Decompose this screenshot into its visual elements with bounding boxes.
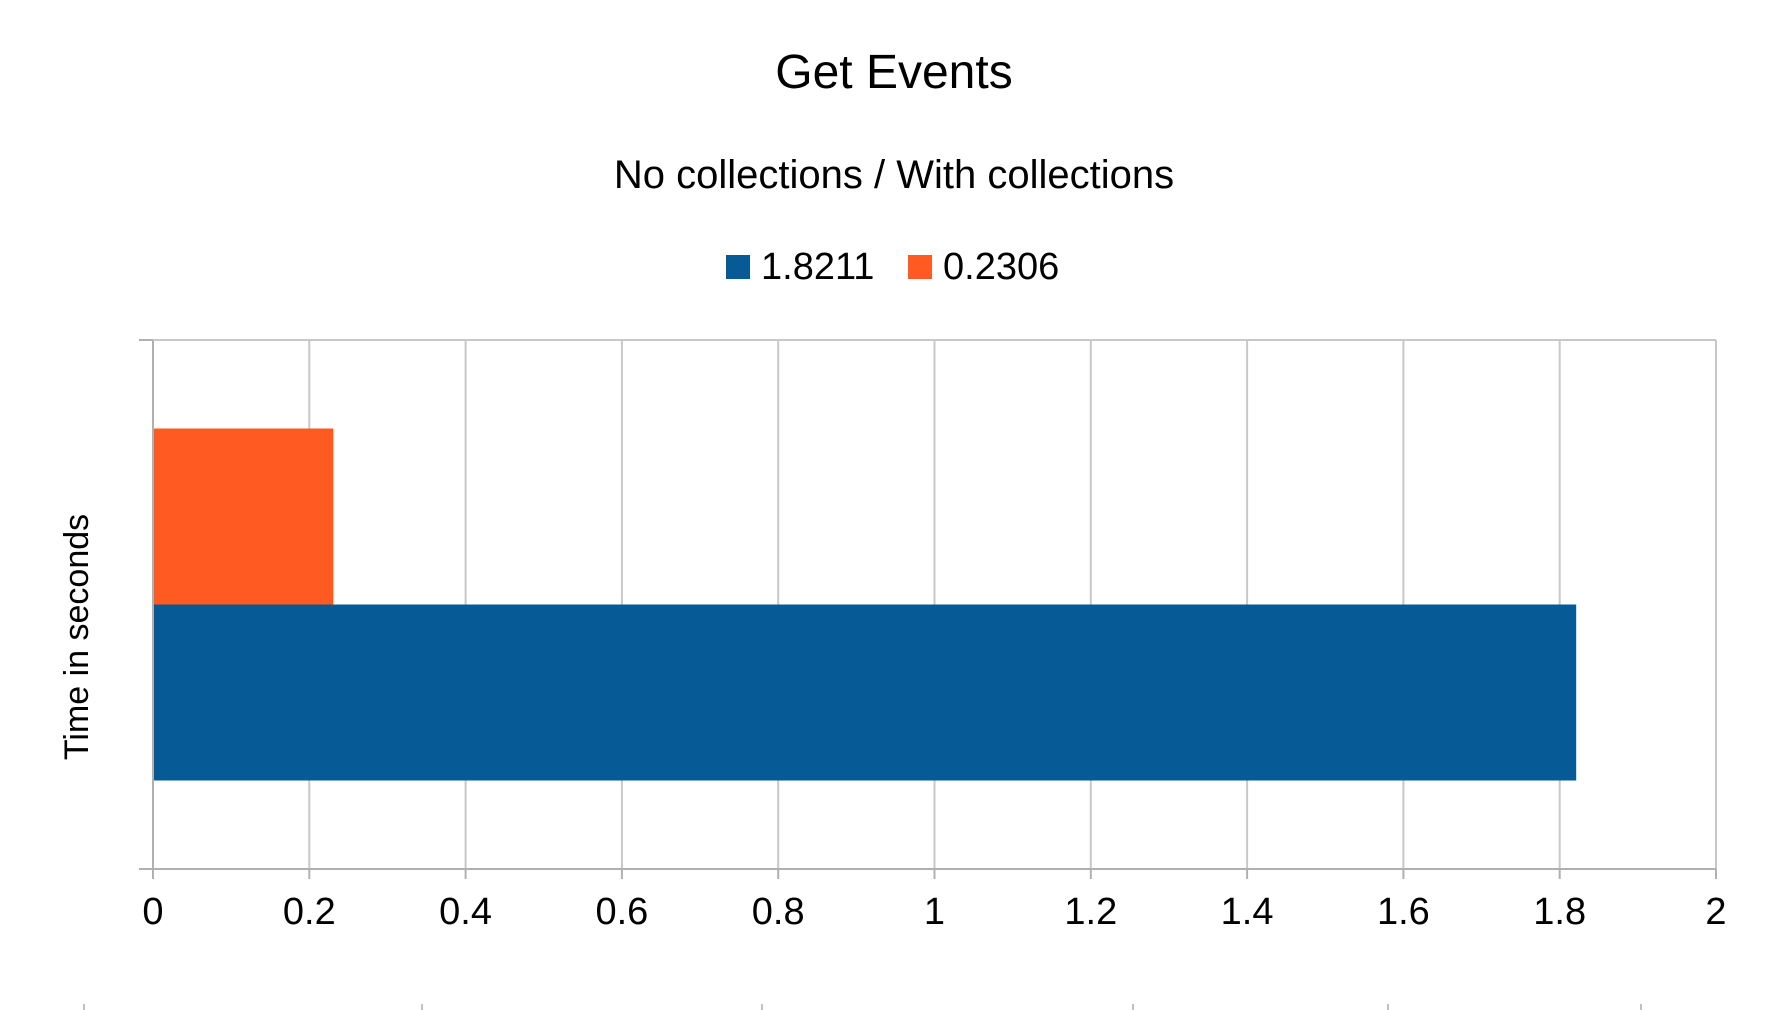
legend-swatch-series-1 xyxy=(726,255,750,279)
legend-swatch-series-2 xyxy=(908,255,932,279)
legend-label-series-2: 0.2306 xyxy=(943,246,1059,288)
chart-subtitle: No collections / With collections xyxy=(614,153,1174,197)
x-tick-label: 1 xyxy=(924,891,945,933)
x-tick-label: 2 xyxy=(1705,891,1726,933)
x-tick-label: 0.6 xyxy=(595,891,648,933)
x-tick-label: 1.2 xyxy=(1064,891,1117,933)
y-axis-label: Time in seconds xyxy=(58,514,96,760)
x-tick-label: 1.6 xyxy=(1377,891,1430,933)
chart-title: Get Events xyxy=(775,46,1012,99)
footer-separators xyxy=(83,1004,1642,1010)
bar xyxy=(153,428,334,605)
x-tick-label: 0 xyxy=(142,891,163,933)
legend-label-series-1: 1.8211 xyxy=(761,246,874,288)
x-tick-label: 0.4 xyxy=(439,891,492,933)
x-tick-label: 1.8 xyxy=(1533,891,1586,933)
x-tick-label: 0.2 xyxy=(283,891,336,933)
x-tick-label: 1.4 xyxy=(1221,891,1274,933)
x-tick-labels: 0 0.2 0.4 0.6 0.8 1 1.2 1.4 1.6 1.8 2 xyxy=(142,891,1726,933)
x-tick-label: 0.8 xyxy=(752,891,805,933)
legend: 1.8211 0.2306 xyxy=(726,246,1059,288)
bar xyxy=(153,604,1577,781)
axes xyxy=(139,339,1716,879)
bars xyxy=(153,428,1577,781)
